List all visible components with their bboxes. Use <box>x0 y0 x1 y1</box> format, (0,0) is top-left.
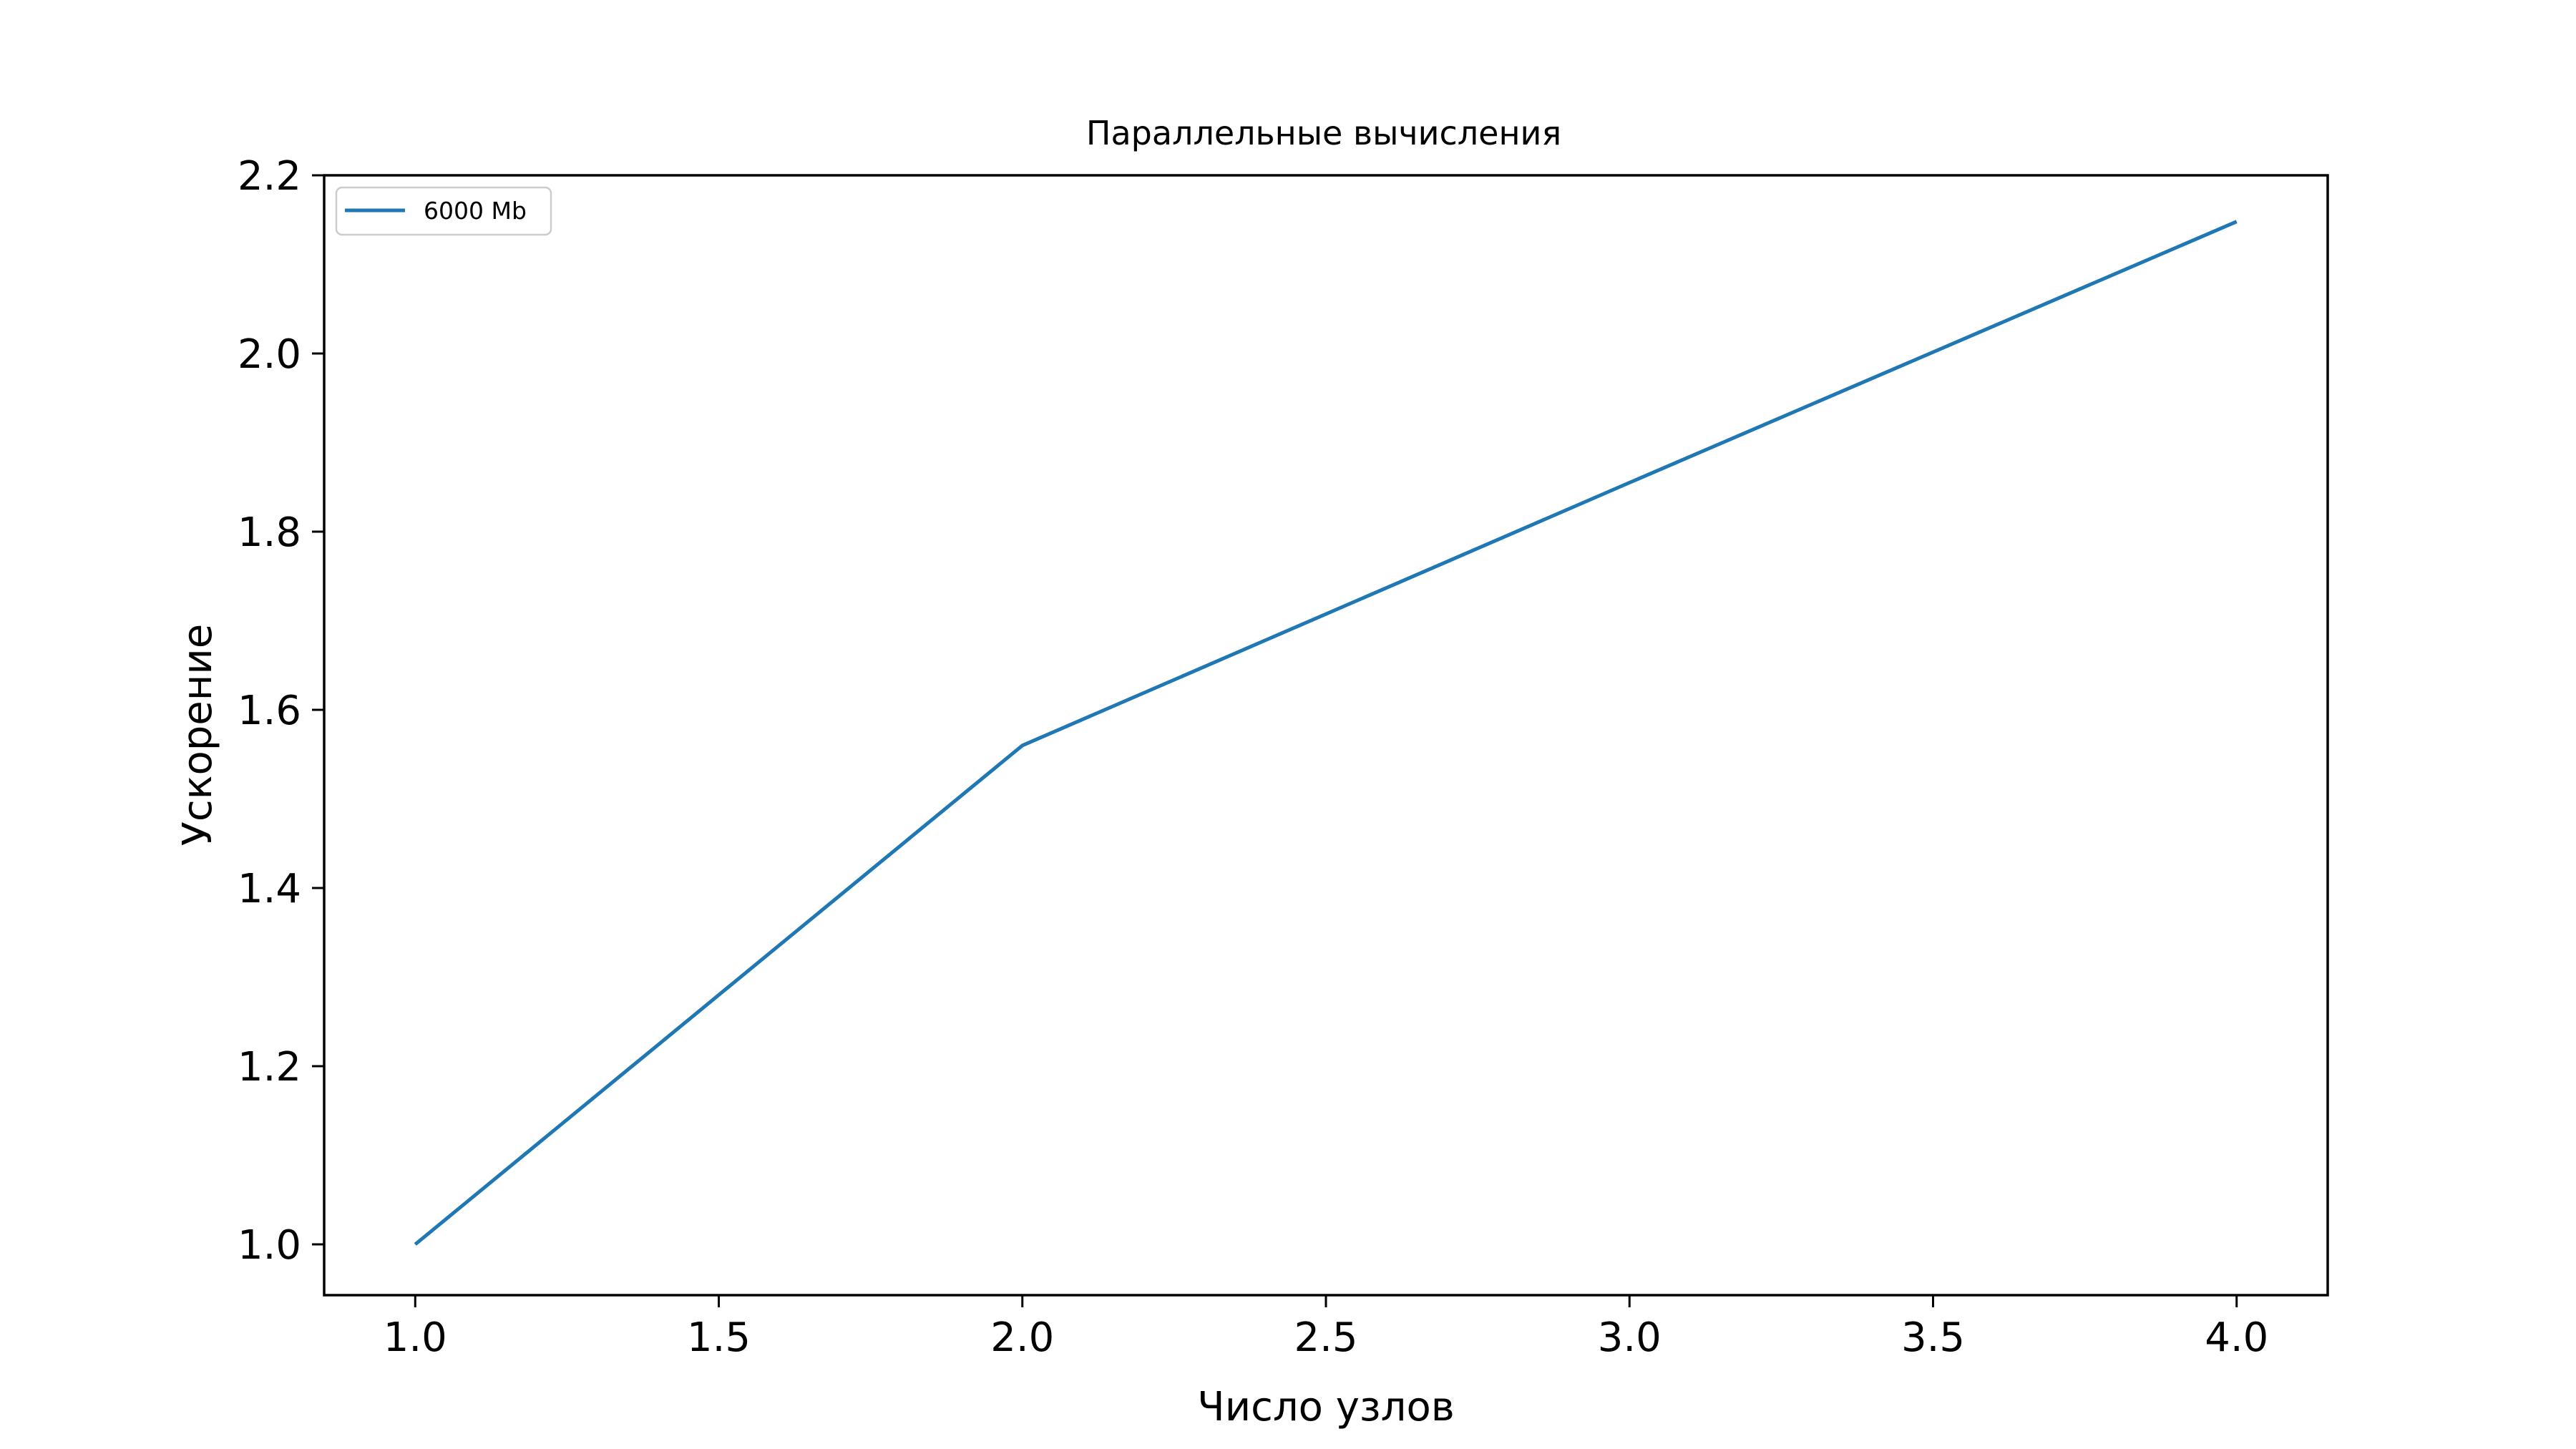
x-tick-label: 2.0 <box>990 1314 1054 1361</box>
y-tick-label: 2.0 <box>238 331 301 378</box>
chart-title: Параллельные вычисления <box>1086 114 1561 152</box>
x-tick-label: 1.0 <box>384 1314 447 1361</box>
y-axis-label: Ускорение <box>175 624 221 846</box>
series-layer <box>414 220 2238 1246</box>
x-tick-label: 1.5 <box>687 1314 751 1361</box>
series-line-6000-mb <box>414 220 2238 1246</box>
legend: 6000 Mb <box>335 186 552 236</box>
legend-label-6000-mb: 6000 Mb <box>424 197 527 225</box>
x-axis-ticks: 1.0 1.5 2.0 2.5 3.0 3.5 4.0 <box>384 1295 2268 1361</box>
y-tick-label: 2.2 <box>238 153 301 200</box>
x-tick-label: 3.5 <box>1901 1314 1965 1361</box>
y-tick-label: 1.0 <box>238 1222 301 1269</box>
x-tick-label: 3.0 <box>1598 1314 1662 1361</box>
y-tick-label: 1.2 <box>238 1044 301 1091</box>
y-tick-label: 1.6 <box>238 688 301 734</box>
legend-box <box>335 186 552 236</box>
x-tick-label: 4.0 <box>2205 1314 2268 1361</box>
y-axis-ticks: 1.0 1.2 1.4 1.6 1.8 2.0 2.2 <box>238 153 324 1269</box>
y-tick-label: 1.4 <box>238 866 301 912</box>
x-axis-label: Число узлов <box>1197 1384 1454 1430</box>
y-tick-label: 1.8 <box>238 509 301 556</box>
x-tick-label: 2.5 <box>1294 1314 1357 1361</box>
